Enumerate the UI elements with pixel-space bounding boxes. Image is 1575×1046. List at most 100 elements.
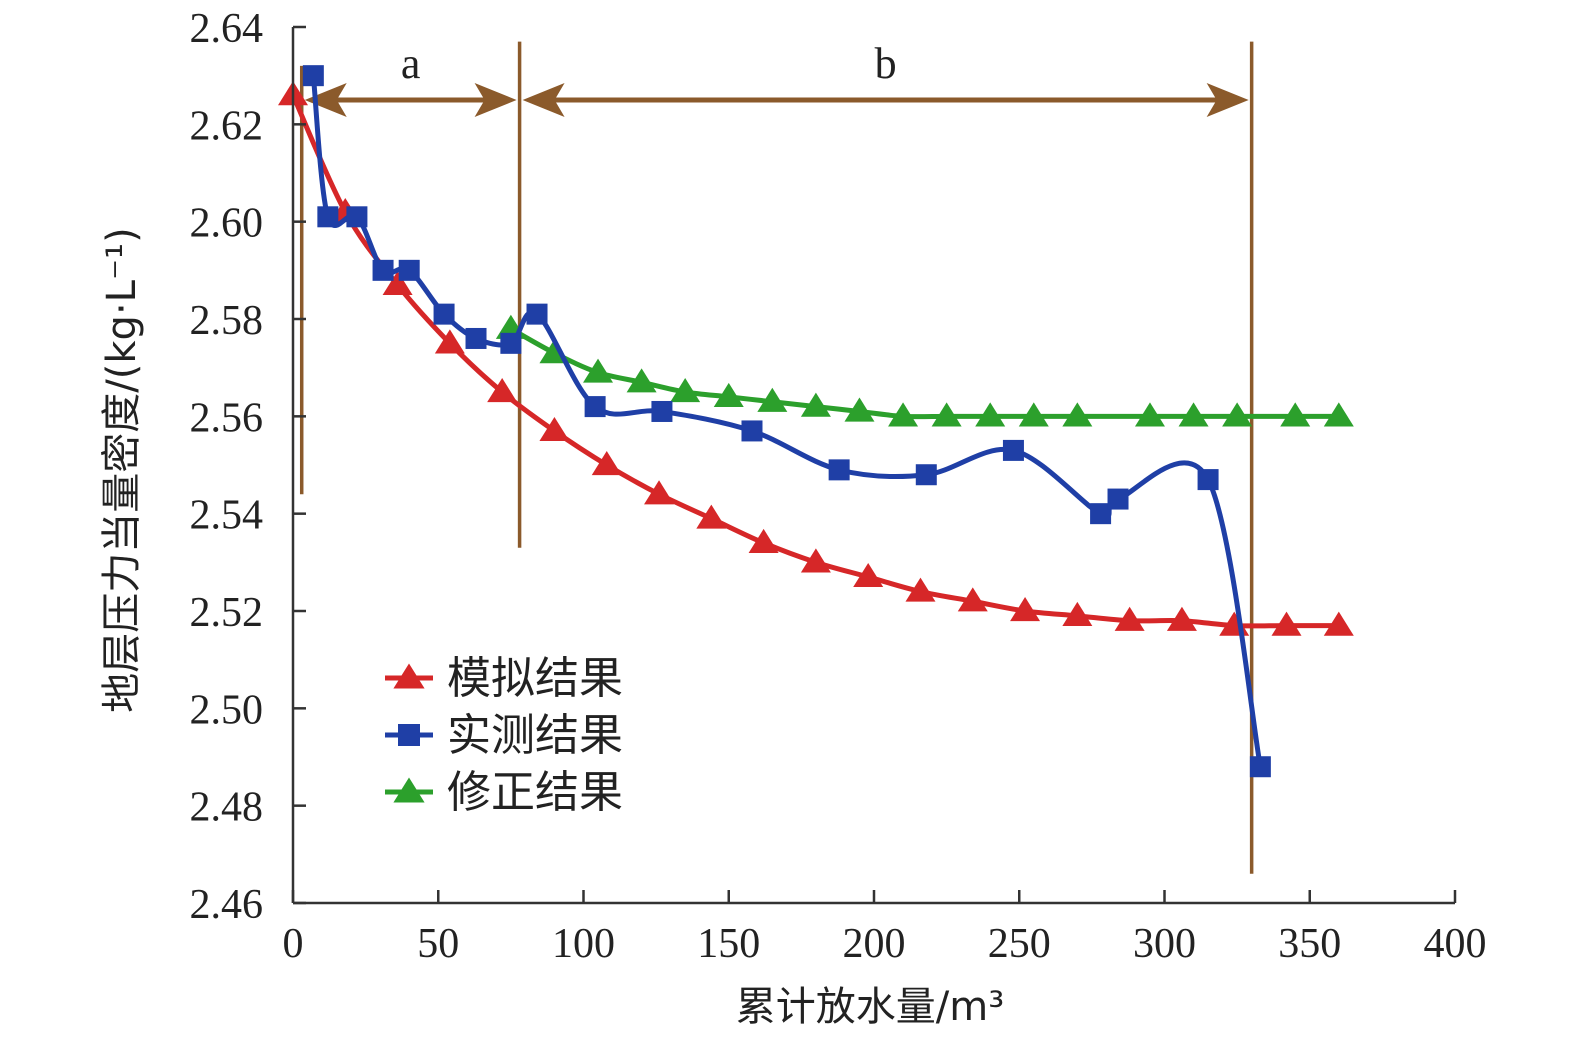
data-point — [1002, 439, 1024, 461]
series-line — [508, 326, 1342, 420]
data-point — [1062, 601, 1093, 626]
legend-label: 模拟结果 — [447, 653, 623, 704]
data-point — [888, 402, 919, 427]
y-tick-label: 2.62 — [190, 103, 264, 149]
data-point — [626, 368, 657, 393]
data-point — [1280, 402, 1311, 427]
data-point — [748, 528, 779, 553]
data-point — [1134, 402, 1165, 427]
series-1 — [278, 81, 1354, 636]
data-point — [584, 396, 606, 418]
arrow-head-right — [474, 83, 517, 117]
data-point — [433, 303, 455, 325]
data-point — [1018, 402, 1049, 427]
data-point — [526, 303, 548, 325]
x-tick-label: 150 — [697, 921, 760, 967]
data-point — [382, 270, 413, 296]
region-label-b: b — [875, 39, 897, 88]
legend-marker — [393, 663, 425, 689]
data-point — [372, 259, 394, 281]
x-tick-label: 200 — [843, 921, 906, 967]
data-point — [670, 378, 701, 403]
data-point — [1222, 402, 1253, 427]
data-point — [583, 358, 614, 383]
data-point — [696, 504, 727, 529]
y-tick-label: 2.48 — [190, 785, 264, 831]
data-point — [317, 206, 339, 228]
legend-item: 模拟结果 — [385, 653, 623, 704]
data-point — [500, 332, 522, 354]
data-point — [1114, 606, 1145, 631]
data-point — [957, 587, 988, 612]
data-point — [539, 416, 570, 442]
data-point — [844, 397, 875, 422]
data-point — [853, 562, 884, 588]
region-arrow-b: b — [522, 39, 1249, 117]
series-layer — [278, 65, 1354, 778]
series-3 — [495, 314, 1354, 427]
y-tick-label: 2.56 — [190, 395, 264, 441]
arrow-head-left — [522, 83, 565, 117]
data-point — [1249, 756, 1271, 778]
legend-label: 修正结果 — [447, 767, 623, 818]
data-point — [651, 400, 673, 422]
data-point — [1107, 488, 1129, 510]
data-point — [975, 402, 1006, 427]
x-tick-label: 400 — [1424, 921, 1487, 967]
legend-marker — [398, 724, 420, 746]
region-label-a: a — [401, 39, 421, 88]
region-arrow-a: a — [304, 39, 517, 117]
data-point — [434, 329, 465, 354]
x-tick-label: 250 — [988, 921, 1051, 967]
series-line — [290, 92, 1342, 629]
data-point — [1090, 503, 1112, 525]
y-tick-label: 2.64 — [190, 6, 264, 52]
y-tick-label: 2.50 — [190, 687, 264, 733]
legend-marker — [393, 777, 425, 803]
y-tick-label: 2.58 — [190, 298, 264, 344]
data-point — [800, 392, 831, 417]
x-axis-title: 累计放水量/m³ — [736, 984, 1004, 1030]
series-2 — [302, 65, 1271, 778]
arrow-head-left — [304, 83, 347, 117]
data-point — [465, 327, 487, 349]
data-point — [713, 382, 744, 407]
data-point — [346, 206, 368, 228]
data-point — [302, 65, 324, 87]
data-point — [905, 577, 936, 602]
y-tick-label: 2.46 — [190, 882, 264, 928]
data-point — [644, 480, 675, 505]
data-point — [398, 259, 420, 281]
x-tick-label: 50 — [417, 921, 459, 967]
data-point — [487, 378, 518, 403]
data-point — [915, 464, 937, 486]
data-point — [1062, 402, 1093, 427]
arrow-head-right — [1206, 83, 1249, 117]
data-point — [800, 548, 831, 573]
data-point — [591, 451, 622, 476]
ticks: 0 50 100 150 200 250 300 350 400 2.46 2.48 2.50 2.52… — [190, 6, 1487, 967]
x-tick-label: 100 — [552, 921, 615, 967]
legend-label: 实测结果 — [447, 710, 623, 761]
x-tick-label: 300 — [1133, 921, 1196, 967]
data-point — [757, 387, 788, 412]
data-point — [1178, 402, 1209, 427]
data-point — [1010, 597, 1041, 622]
data-point — [828, 459, 850, 481]
y-tick-label: 2.52 — [190, 590, 264, 636]
legend-item: 实测结果 — [385, 710, 623, 761]
data-point — [931, 402, 962, 427]
x-tick-label: 0 — [283, 921, 304, 967]
legend-item: 修正结果 — [385, 767, 623, 818]
data-point — [741, 420, 763, 442]
data-point — [1166, 606, 1197, 631]
data-point — [1323, 402, 1354, 427]
data-point — [1271, 611, 1302, 636]
y-tick-label: 2.54 — [190, 493, 264, 539]
data-point — [1197, 469, 1219, 491]
x-tick-label: 350 — [1278, 921, 1341, 967]
y-tick-label: 2.60 — [190, 201, 264, 247]
